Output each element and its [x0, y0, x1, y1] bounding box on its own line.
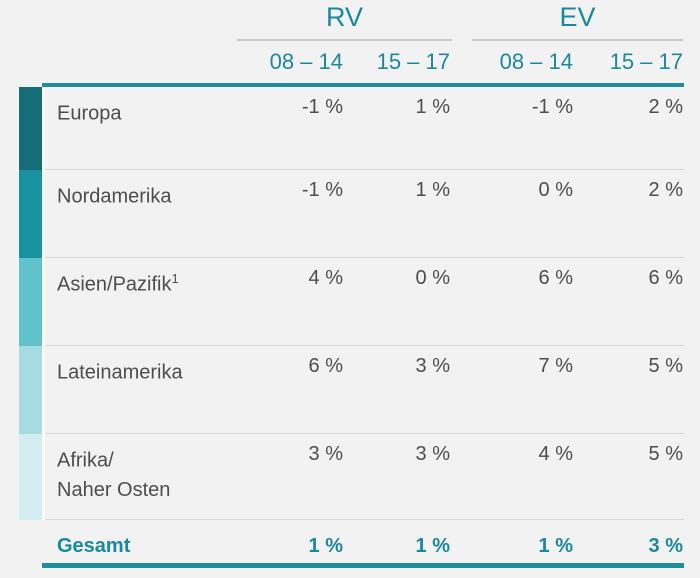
region-color-column	[19, 87, 42, 520]
value-cell: 5 %	[648, 443, 683, 465]
value-cell: 0 %	[538, 179, 573, 201]
period-header-rv-1517: 15 – 17	[376, 49, 450, 74]
region-label: Europa	[45, 93, 253, 129]
value-cell: 6 %	[648, 267, 683, 289]
table-row-gesamt-total: Gesamt 1 % 1 % 1 % 3 %	[45, 520, 684, 563]
table-row-asien-pazifik: Asien/Pazifik1 4 % 0 % 6 % 6 %	[45, 258, 684, 346]
region-name-line2: Naher Osten	[57, 478, 171, 501]
region-label: Lateinamerika	[45, 352, 253, 388]
value-cell: 4 %	[308, 267, 343, 289]
table-bottom-rule	[42, 563, 684, 568]
value-cell: -1 %	[531, 96, 573, 118]
total-value-cell: 1 %	[415, 535, 450, 557]
total-value-cell: 3 %	[648, 535, 683, 557]
table-body: Europa -1 % 1 % -1 % 2 % Nordamerika -1 …	[45, 87, 684, 520]
table-row-lateinamerika: Lateinamerika 6 % 3 % 7 % 5 %	[45, 346, 684, 434]
value-cell: -1 %	[301, 179, 343, 201]
table-row-europa: Europa -1 % 1 % -1 % 2 %	[45, 87, 684, 170]
value-cell: 5 %	[648, 355, 683, 377]
column-group-rv-label: RV	[325, 2, 364, 32]
column-group-ev-label: EV	[559, 2, 596, 32]
value-cell: 2 %	[648, 96, 683, 118]
period-header-spacer	[45, 47, 253, 77]
region-name: Europa	[57, 102, 122, 125]
region-label: Nordamerika	[45, 176, 253, 212]
total-value-cell: 1 %	[308, 535, 343, 557]
region-name: Lateinamerika	[57, 361, 183, 384]
region-name: Afrika/	[57, 449, 114, 472]
region-color-block-nordamerika	[19, 170, 42, 258]
region-color-block-lateinamerika	[19, 346, 42, 434]
value-cell: 3 %	[415, 355, 450, 377]
region-color-block-europa	[19, 87, 42, 170]
region-name: Nordamerika	[57, 185, 172, 208]
table-row-afrika-naher-osten: Afrika/Naher Osten 3 % 3 % 4 % 5 %	[45, 434, 684, 520]
footnote-marker: 1	[171, 271, 179, 286]
table-top-rule	[42, 83, 684, 87]
region-name: Asien/Pazifik	[57, 273, 172, 296]
period-header-ev-1517: 15 – 17	[609, 49, 683, 74]
value-cell: 3 %	[415, 443, 450, 465]
period-header-rv-0814: 08 – 14	[269, 49, 343, 74]
value-cell: -1 %	[301, 96, 343, 118]
period-header-row: 08 – 14 15 – 17 08 – 14 15 – 17	[45, 47, 684, 77]
value-cell: 1 %	[415, 179, 450, 201]
value-cell: 7 %	[538, 355, 573, 377]
region-color-block-asien-pazifik	[19, 258, 42, 346]
value-cell: 4 %	[538, 443, 573, 465]
column-group-ev: EV	[472, 2, 683, 41]
value-cell: 6 %	[538, 267, 573, 289]
region-label: Asien/Pazifik1	[45, 264, 253, 300]
total-label: Gesamt	[57, 535, 131, 557]
table-row-nordamerika: Nordamerika -1 % 1 % 0 % 2 %	[45, 170, 684, 258]
value-cell: 1 %	[415, 96, 450, 118]
region-color-block-afrika-naher-osten	[19, 434, 42, 520]
total-value-cell: 1 %	[538, 535, 573, 557]
column-group-rv: RV	[237, 2, 452, 41]
value-cell: 2 %	[648, 179, 683, 201]
period-header-ev-0814: 08 – 14	[499, 49, 573, 74]
block-content-divider	[42, 87, 45, 520]
value-cell: 6 %	[308, 355, 343, 377]
region-label: Afrika/Naher Osten	[45, 440, 253, 505]
value-cell: 3 %	[308, 443, 343, 465]
value-cell: 0 %	[415, 267, 450, 289]
